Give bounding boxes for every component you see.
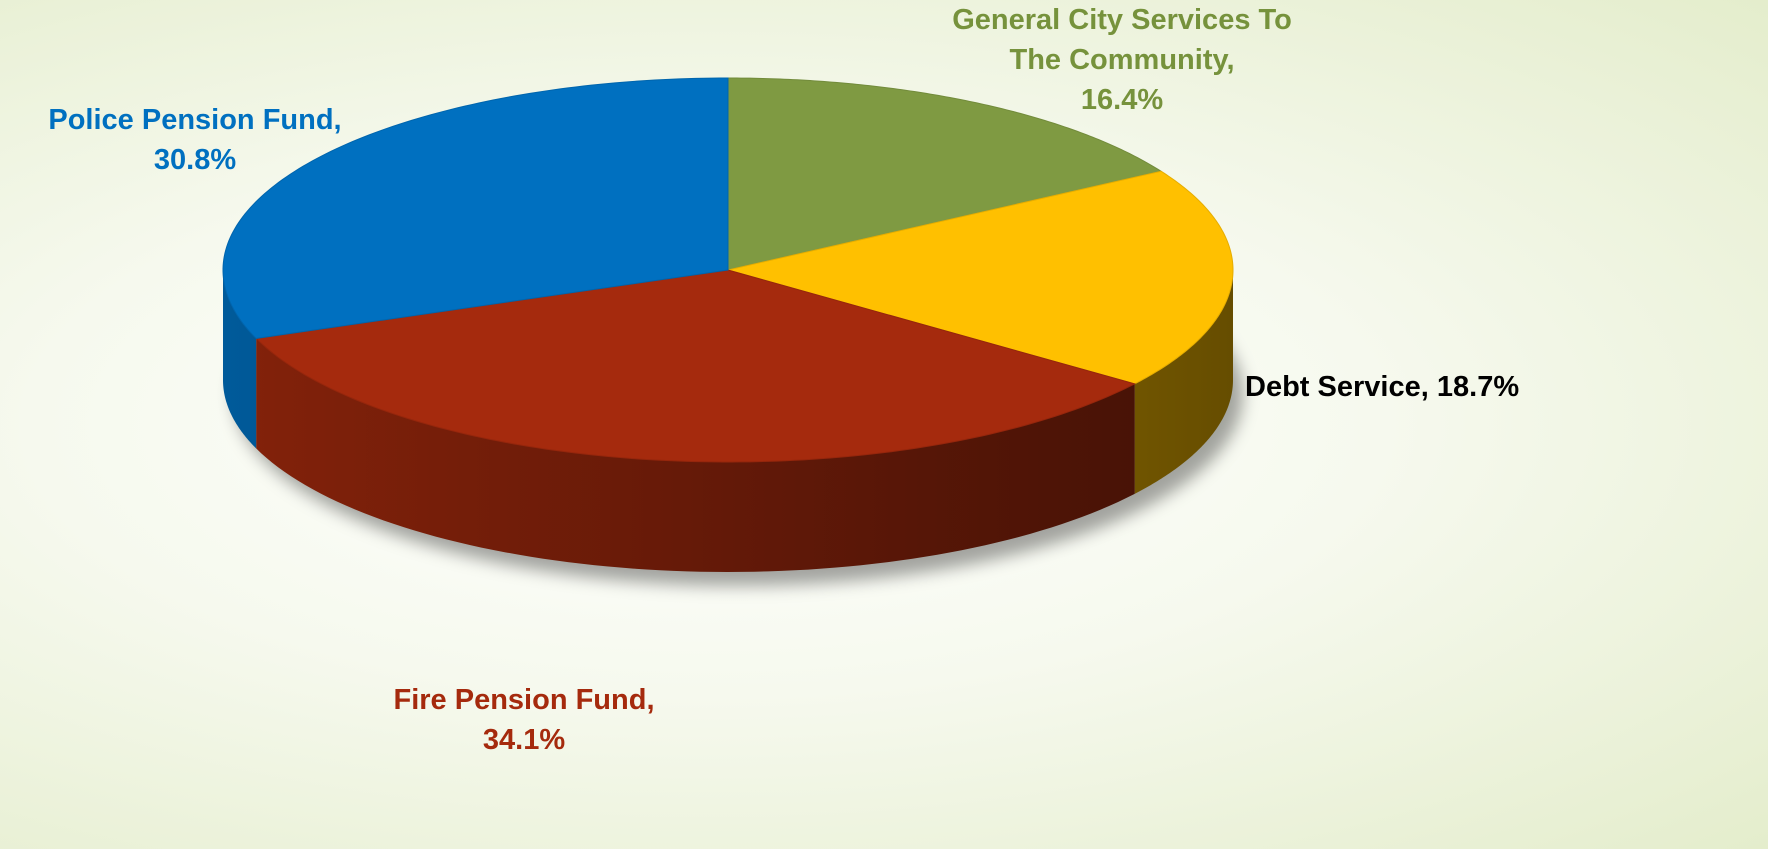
data-label: Fire Pension Fund, 34.1% [324, 680, 724, 760]
slice [727, 170, 1234, 385]
slice [727, 77, 1163, 271]
data-label: Debt Service, 18.7% [1245, 367, 1745, 407]
category-label: General City Services To The Community, [952, 4, 1292, 76]
value-label: 18.7% [1436, 371, 1520, 403]
data-label: Police Pension Fund, 30.8% [0, 100, 390, 180]
value-label: 34.1% [482, 724, 566, 756]
slice [255, 269, 1137, 463]
category-label: Debt Service, [1245, 371, 1429, 403]
value-label: 30.8% [153, 144, 237, 176]
slice-side [223, 270, 257, 449]
slice-side [1134, 270, 1233, 494]
value-label: 16.4% [1080, 84, 1164, 116]
category-label: Fire Pension Fund, [393, 684, 655, 716]
data-label: General City Services To The Community, 1… [942, 0, 1302, 120]
category-label: Police Pension Fund, [48, 104, 342, 136]
slice-side [256, 338, 1135, 572]
slice [222, 77, 729, 339]
